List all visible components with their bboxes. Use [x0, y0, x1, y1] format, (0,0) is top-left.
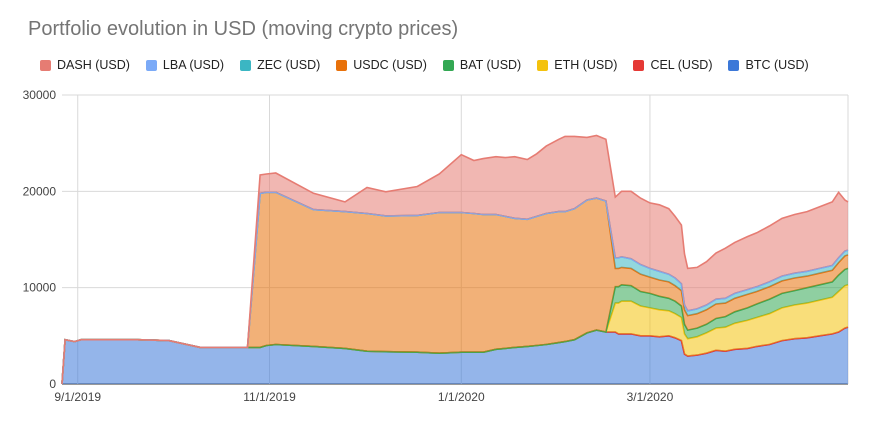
legend-item: CEL (USD) — [633, 58, 712, 72]
legend-label: ETH (USD) — [554, 58, 618, 72]
area-eth — [62, 284, 848, 384]
legend-item: BAT (USD) — [442, 58, 522, 72]
y-tick-label: 20000 — [23, 184, 57, 198]
legend-item: DASH (USD) — [40, 58, 130, 72]
legend-label: CEL (USD) — [650, 58, 713, 72]
y-tick-label: 10000 — [23, 281, 57, 295]
legend-swatch — [537, 59, 549, 71]
legend-label: BAT (USD) — [459, 58, 522, 72]
legend-swatch — [442, 59, 454, 71]
legend-swatch — [633, 59, 645, 71]
x-tick-label: 1/1/2020 — [438, 390, 485, 404]
legend-swatch — [728, 59, 740, 71]
legend-label: BTC (USD) — [745, 58, 809, 72]
y-tick-label: 30000 — [23, 88, 57, 102]
legend-label: DASH (USD) — [57, 58, 130, 72]
chart-legend: DASH (USD) LBA (USD) ZEC (USD) USDC (USD) BA… — [40, 58, 809, 72]
legend-item: BTC (USD) — [728, 58, 809, 72]
area-bat — [62, 268, 848, 384]
legend-swatch — [336, 59, 348, 71]
legend-item: ZEC (USD) — [240, 58, 320, 72]
x-tick-label: 11/1/2019 — [243, 390, 296, 404]
legend-label: LBA (USD) — [162, 58, 225, 72]
legend-item: USDC (USD) — [336, 58, 427, 72]
legend-label: ZEC (USD) — [257, 58, 321, 72]
x-tick-label: 3/1/2020 — [627, 390, 674, 404]
legend-swatch — [145, 59, 157, 71]
x-tick-label: 9/1/2019 — [54, 390, 101, 404]
legend-label: USDC (USD) — [353, 58, 427, 72]
area-btc — [62, 327, 848, 384]
legend-item: ETH (USD) — [537, 58, 617, 72]
area-usdc — [62, 192, 848, 384]
legend-swatch — [240, 59, 252, 71]
line-dash — [61, 134, 849, 385]
chart-title: Portfolio evolution in USD (moving crypt… — [28, 18, 459, 40]
legend-item: LBA (USD) — [145, 58, 225, 72]
legend-swatch — [40, 59, 51, 71]
y-tick-label: 0 — [49, 377, 56, 391]
